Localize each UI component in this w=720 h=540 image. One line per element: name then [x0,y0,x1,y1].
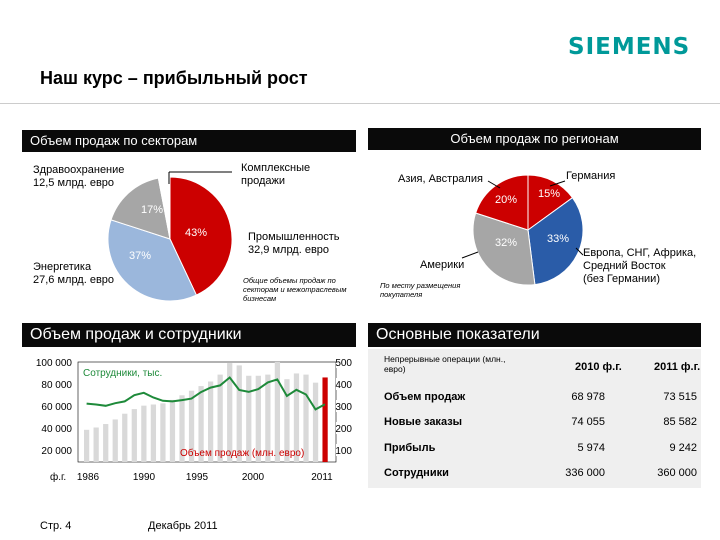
kpi-table [368,349,701,488]
sales-bar [274,361,281,462]
sector-slice [157,176,171,240]
region-slice-label: 15% [538,188,560,200]
page-title: Наш курс – прибыльный рост [40,68,308,88]
sales-bar [198,386,204,462]
label-europe: Европа, СНГ, Африка, Средний Восток (без… [583,247,697,285]
sector-slice-label: 37% [129,250,151,262]
kpi-panel-title: Основные показатели [368,323,701,347]
sales-bar [112,419,118,462]
sales-bar [303,374,309,462]
left-axis-tick: 100 000 [36,358,73,369]
region-panel-title: Объем продаж по регионам [368,128,701,150]
sales-bar [217,374,223,462]
sector-panel-title: Объем продаж по секторам [22,130,356,152]
sales-bar [160,403,166,462]
sector-slice-label: 43% [185,227,207,239]
label-germany: Германия [566,170,616,182]
kpi-row: Объем продаж 68 978 73 515 [368,391,701,409]
kpi-value-2011: 360 000 [657,467,697,479]
kpi-col-2010: 2010 ф.г. [575,361,622,373]
x-axis-tick: 2011 [311,472,333,483]
left-axis-tick: 20 000 [41,446,72,457]
sector-note: Общие объемы продаж по секторам и межотр… [243,276,347,303]
sales-bar [131,409,137,462]
sales-bar [84,429,90,462]
region-slice [527,196,584,286]
kpi-value-2011: 85 582 [663,416,697,428]
sales-bar [293,373,300,462]
kpi-row: Сотрудники 336 000 360 000 [368,467,701,485]
sales-bar [122,413,128,462]
sales-bar [312,382,319,462]
header-divider [0,103,720,104]
sales-bar [93,427,99,462]
label-industry: Промышленность 32,9 млрд. евро [248,231,340,256]
fy-label: ф.г. [50,471,66,483]
sector-slice [110,177,171,240]
employees-line [86,376,326,411]
right-axis-tick: 300 [335,402,352,413]
left-axis-tick: 40 000 [41,424,72,435]
sales-bar [169,399,176,462]
left-axis-tick: 80 000 [41,380,72,391]
x-axis-tick: 1995 [186,472,209,483]
sales-bar [246,375,252,462]
x-axis-tick: 2000 [242,472,265,483]
sales-bar [141,405,147,462]
label-energy: Энергетика 27,6 млрд. евро [33,261,115,286]
sales-bar [284,379,290,462]
sales-bar [322,377,328,462]
left-axis-tick: 60 000 [41,402,72,413]
kpi-value-2010: 68 978 [571,391,605,403]
sales-bar [150,404,157,462]
kpi-row-label: Прибыль [384,442,436,454]
right-axis-tick: 500 [335,358,352,369]
kpi-row-label: Объем продаж [384,391,466,403]
sales-bar [208,381,214,462]
label-americas: Америки [420,259,465,271]
kpi-row-label: Новые заказы [384,416,463,428]
kpi-value-2010: 5 974 [577,442,605,454]
page-number: Стр. 4 [40,520,72,532]
kpi-row: Новые заказы 74 055 85 582 [368,416,701,434]
kpi-value-2011: 9 242 [669,442,697,454]
sales-bar [103,424,109,462]
kpi-value-2010: 74 055 [571,416,605,428]
x-axis-tick: 1990 [133,472,156,483]
sales-bar [227,363,233,462]
sales-bar [188,390,195,462]
employees-series-label: Сотрудники, тыс. [83,368,162,379]
region-slice-label: 33% [547,233,569,245]
region-note: По месту размещения покупателя [380,281,461,299]
label-asia: Азия, Австралия [398,173,483,185]
sector-slice-label: 17% [141,204,163,216]
sales-bar [179,395,185,462]
sales-series-label: Объем продаж (млн. евро) [180,447,304,459]
label-complex: Комплексные продажи [241,162,311,187]
region-slice-label: 32% [495,237,517,249]
employees-panel-title: Объем продаж и сотрудники [22,323,356,347]
region-slice [527,174,574,231]
siemens-logo: SIEMENS [568,34,691,60]
kpi-row-label: Сотрудники [384,467,449,479]
footer-date: Декабрь 2011 [148,520,218,532]
right-axis-tick: 200 [335,424,352,435]
sector-slice [107,219,198,302]
sales-bar [255,375,261,462]
right-axis-tick: 400 [335,380,352,391]
region-slice [472,212,536,286]
x-axis-tick: 1986 [77,472,100,483]
sector-slice [169,176,233,296]
sales-bar [236,365,242,462]
sales-bar [265,374,271,462]
kpi-row: Прибыль 5 974 9 242 [368,442,701,460]
label-health: Здравоохранение 12,5 млрд. евро [33,164,125,189]
right-axis-tick: 100 [335,446,352,457]
kpi-value-2011: 73 515 [663,391,697,403]
kpi-col-label: Непрерывные операции (млн., евро) [384,354,506,374]
region-slice-label: 20% [495,194,517,206]
kpi-col-2011: 2011 ф.г. [654,361,701,373]
kpi-value-2010: 336 000 [565,467,605,479]
